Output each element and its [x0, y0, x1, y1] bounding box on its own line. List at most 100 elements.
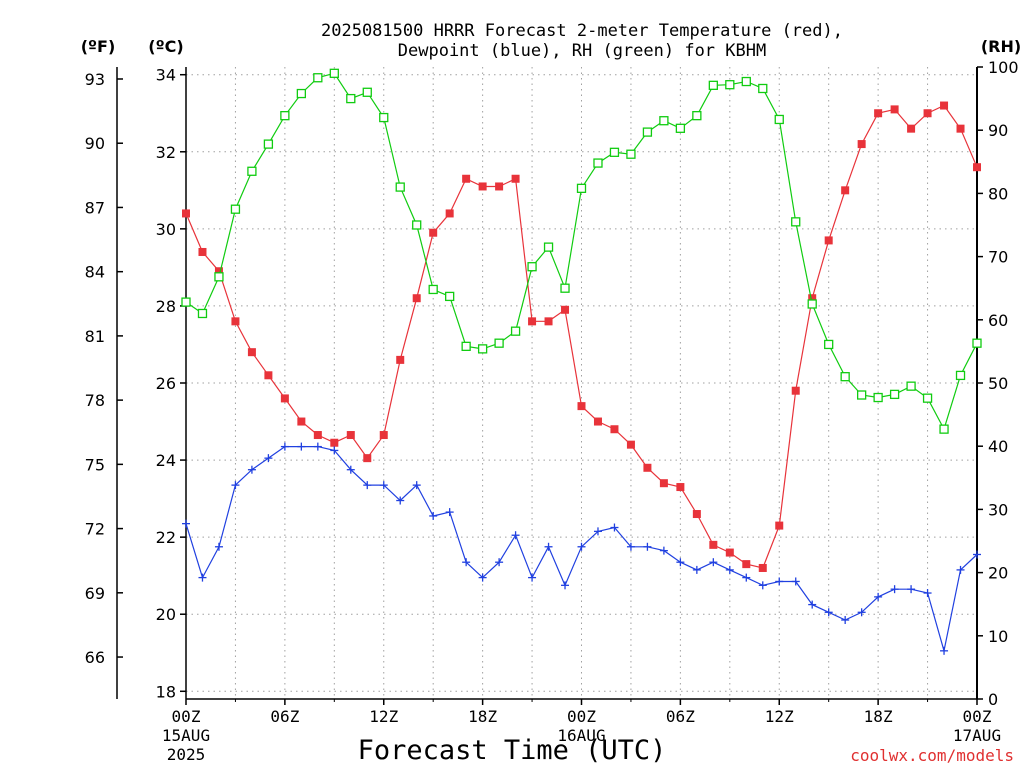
dewpoint-point	[758, 581, 767, 590]
temperature-point	[528, 317, 537, 326]
dewpoint-point	[874, 592, 883, 601]
credit-text: coolwx.com/models	[850, 746, 1014, 765]
dewpoint-point	[791, 577, 800, 586]
dewpoint-point	[593, 527, 602, 536]
dewpoint-point	[824, 608, 833, 617]
x-tick-label: 00Z	[963, 707, 992, 726]
rh-tick-label: 30	[988, 500, 1008, 519]
temperature-point	[610, 425, 619, 434]
temperature-point	[561, 305, 570, 314]
x-tick-label: 06Z	[270, 707, 299, 726]
dewpoint-point	[923, 589, 932, 598]
rh-point	[906, 381, 916, 391]
x-tick-label: 18Z	[468, 707, 497, 726]
rh-point	[379, 112, 389, 123]
dewpoint-point	[478, 573, 487, 582]
rh-point	[197, 308, 208, 319]
temperature-point	[725, 548, 734, 557]
rh-point	[263, 139, 274, 149]
rh-point	[774, 114, 784, 125]
celsius-unit-label: (ºC)	[148, 37, 183, 56]
dewpoint-point	[626, 542, 635, 551]
dewpoint-point	[412, 481, 421, 490]
temperature-point	[890, 105, 899, 114]
rh-point	[230, 204, 241, 214]
temperature-point	[940, 101, 949, 110]
rh-point	[510, 326, 521, 336]
temperature-point	[808, 294, 817, 303]
dewpoint-point	[313, 442, 322, 451]
temperature-point	[923, 109, 932, 118]
celsius-tick-label: 34	[156, 66, 176, 85]
temperature-point	[396, 355, 405, 364]
temperature-point	[231, 317, 240, 326]
temperature-point	[511, 174, 520, 183]
rh-point	[824, 339, 834, 350]
rh-point	[428, 284, 438, 295]
rh-point	[560, 283, 570, 293]
dewpoint-point	[429, 511, 438, 520]
rh-tick-label: 40	[988, 437, 1008, 456]
dewpoint-point	[890, 585, 899, 594]
dewpoint-point	[973, 550, 981, 559]
rh-tick-label: 80	[988, 184, 1008, 203]
dewpoint-point	[528, 573, 537, 582]
rh-point	[445, 291, 455, 302]
fahrenheit-tick-label: 93	[85, 70, 105, 89]
rh-point	[856, 390, 867, 400]
rh-point	[576, 183, 587, 193]
celsius-tick-label: 30	[156, 220, 176, 239]
temperature-point	[363, 454, 372, 463]
rh-point	[972, 338, 982, 348]
rh-point	[329, 68, 339, 78]
rh-point	[939, 424, 949, 434]
temperature-point	[676, 483, 685, 492]
temperature-point	[775, 521, 784, 530]
celsius-tick-label: 22	[156, 528, 176, 547]
rh-point	[593, 158, 603, 168]
fahrenheit-tick-label: 84	[85, 263, 105, 282]
temperature-point	[643, 463, 652, 472]
rh-point	[280, 111, 290, 121]
dewpoint-point	[742, 573, 751, 582]
rh-tick-label: 70	[988, 248, 1008, 267]
rh-point	[313, 73, 323, 83]
x-tick-sublabel: 16AUG	[557, 726, 605, 745]
rh-point	[543, 242, 554, 252]
series-filled-square	[182, 101, 981, 572]
rh-tick-label: 60	[988, 311, 1008, 330]
temperature-point	[297, 417, 306, 426]
dewpoint-point	[462, 558, 471, 567]
fahrenheit-unit-label: (ºF)	[81, 37, 116, 56]
rh-point	[477, 344, 488, 354]
celsius-tick-label: 20	[156, 605, 176, 624]
temperature-point	[264, 371, 273, 380]
dewpoint-point	[511, 531, 520, 540]
dewpoint-point	[346, 465, 355, 474]
dewpoint-point	[247, 465, 256, 474]
rh-point	[395, 182, 405, 192]
temperature-point	[758, 563, 767, 572]
fahrenheit-tick-label: 78	[85, 391, 105, 410]
x-tick-label: 00Z	[567, 707, 596, 726]
x-tick-label: 00Z	[172, 707, 201, 726]
dewpoint-point	[956, 565, 965, 574]
dewpoint-point	[940, 646, 949, 655]
temperature-point	[956, 124, 965, 133]
rh-point	[214, 272, 224, 282]
fahrenheit-tick-label: 75	[85, 455, 105, 474]
dewpoint-point	[561, 581, 570, 590]
dewpoint-point	[297, 442, 306, 451]
rh-point	[758, 83, 768, 94]
dewpoint-point	[198, 573, 207, 582]
rh-point	[922, 393, 933, 403]
dewpoint-point	[725, 565, 734, 574]
rh-point	[873, 392, 883, 403]
series-open-square	[181, 68, 982, 434]
temperature-point	[626, 440, 635, 449]
fahrenheit-tick-label: 87	[85, 198, 105, 217]
chart-title-line2: Dewpoint (blue), RH (green) for KBHM	[398, 41, 766, 61]
x-axis-title: Forecast Time (UTC)	[358, 735, 667, 766]
temperature-point	[692, 510, 701, 519]
